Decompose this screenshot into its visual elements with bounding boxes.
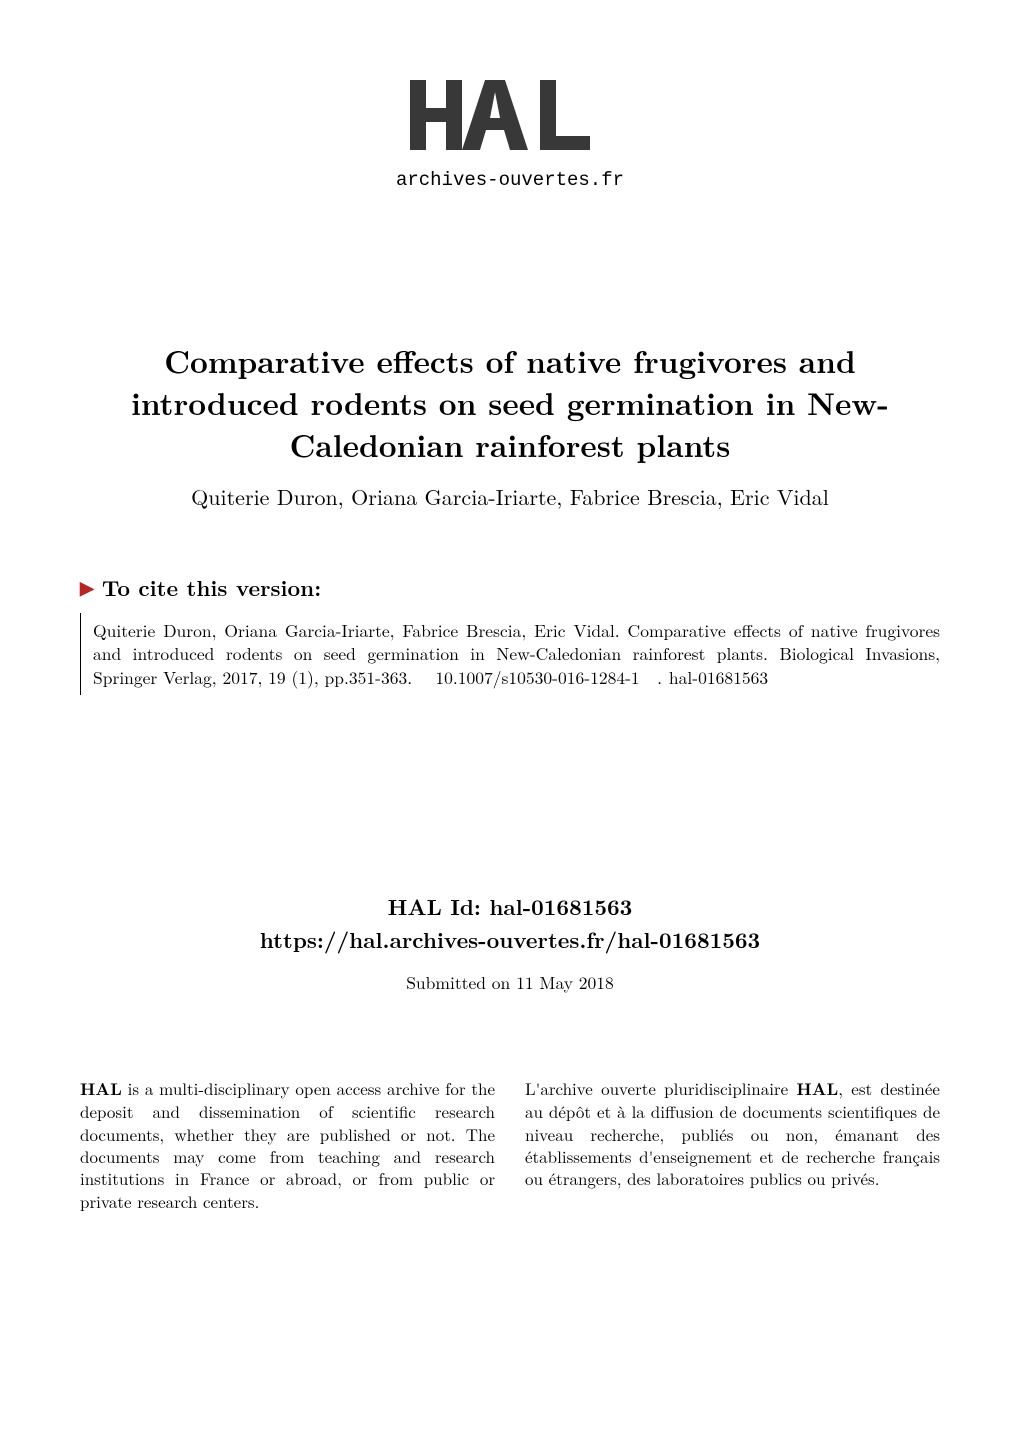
cite-section: ▶ To cite this version: Quiterie Duron, … bbox=[80, 572, 940, 696]
cite-arrow-icon: ▶ bbox=[80, 575, 94, 600]
desc-right-bold: HAL bbox=[796, 1077, 838, 1101]
hal-logo-subtext: archives-ouvertes.fr bbox=[396, 169, 624, 191]
hal-logo: archives-ouvertes.fr bbox=[396, 70, 624, 191]
cite-header: ▶ To cite this version: bbox=[80, 572, 940, 603]
description-columns: HAL is a multi-disciplinary open access … bbox=[80, 1077, 940, 1213]
title-block: Comparative effects of native frugivores… bbox=[80, 341, 940, 512]
hal-wordmark-svg bbox=[400, 70, 620, 160]
cite-heading: To cite this version: bbox=[102, 572, 321, 603]
hal-id-block: HAL Id: hal-01681563 https://hal.archive… bbox=[0, 890, 1020, 996]
desc-right-pre: L'archive ouverte pluridisciplinaire bbox=[525, 1076, 796, 1100]
desc-left-bold: HAL bbox=[80, 1077, 122, 1101]
hal-id-url[interactable]: https://hal.archives-ouvertes.fr/hal-016… bbox=[0, 923, 1020, 956]
description-right: L'archive ouverte pluridisciplinaire HAL… bbox=[525, 1077, 940, 1213]
cite-body: Quiterie Duron, Oriana Garcia-Iriarte, F… bbox=[80, 613, 940, 696]
desc-left-rest: is a multi-disciplinary open access arch… bbox=[80, 1076, 495, 1213]
hal-logo-area: archives-ouvertes.fr bbox=[0, 0, 1020, 201]
paper-authors: Quiterie Duron, Oriana Garcia-Iriarte, F… bbox=[80, 481, 940, 512]
description-left: HAL is a multi-disciplinary open access … bbox=[80, 1077, 495, 1213]
submitted-line: Submitted on 11 May 2018 bbox=[0, 970, 1020, 996]
hal-id-label: HAL Id: hal-01681563 bbox=[0, 890, 1020, 923]
paper-title: Comparative effects of native frugivores… bbox=[80, 341, 940, 467]
